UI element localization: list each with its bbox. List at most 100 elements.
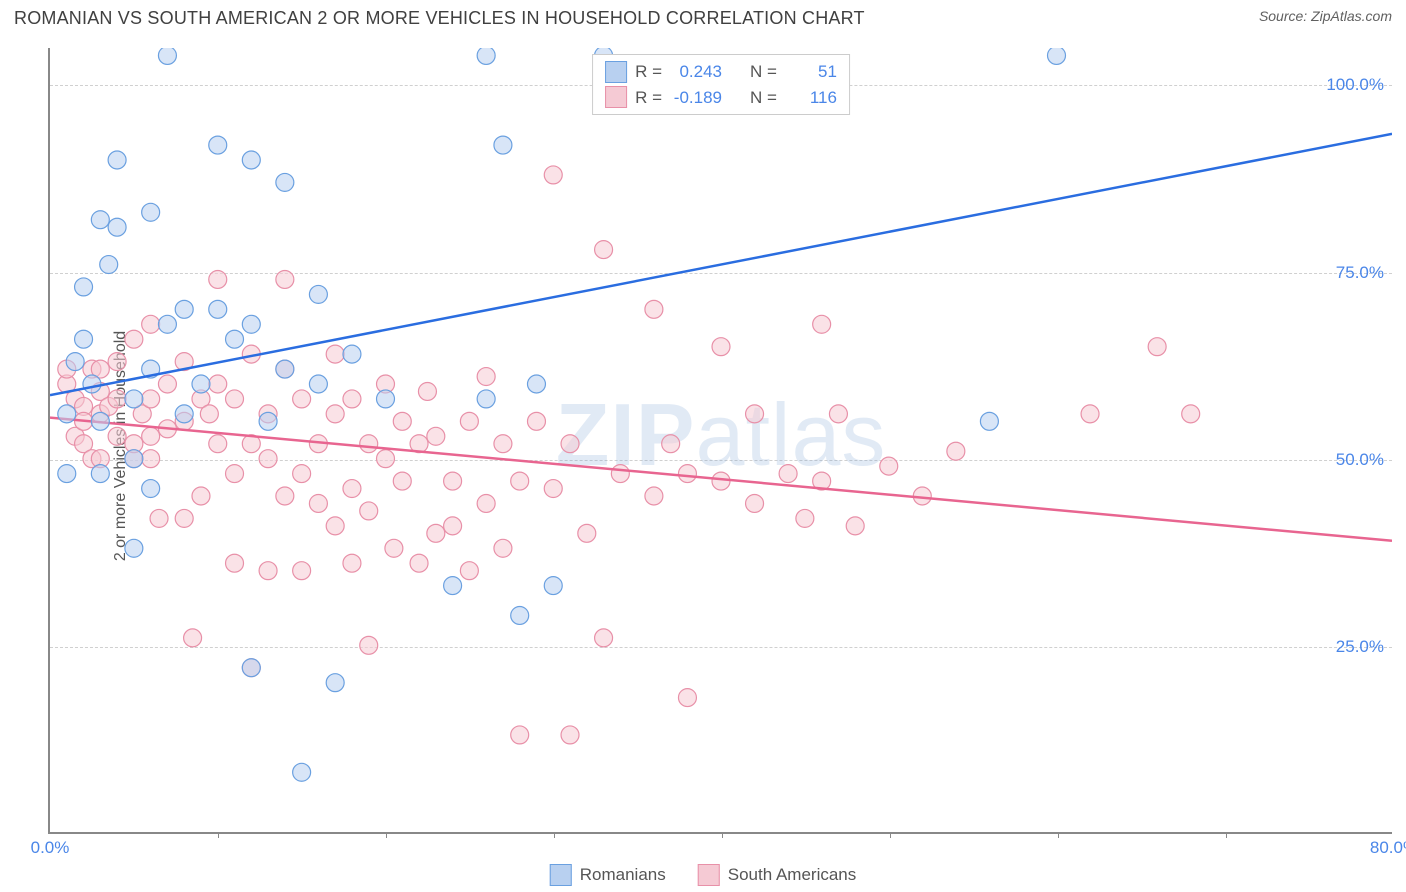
data-point-south-americans <box>125 330 143 348</box>
data-point-south-americans <box>494 435 512 453</box>
data-point-romanians <box>477 48 495 64</box>
data-point-romanians <box>75 330 93 348</box>
data-point-south-americans <box>200 405 218 423</box>
xtick-mark <box>218 832 219 838</box>
data-point-romanians <box>511 606 529 624</box>
data-point-south-americans <box>175 509 193 527</box>
data-point-south-americans <box>108 353 126 371</box>
data-point-romanians <box>309 375 327 393</box>
data-point-south-americans <box>829 405 847 423</box>
source-link[interactable]: ZipAtlas.com <box>1311 8 1392 24</box>
data-point-romanians <box>108 151 126 169</box>
data-point-south-americans <box>142 390 160 408</box>
data-point-romanians <box>343 345 361 363</box>
data-point-romanians <box>326 674 344 692</box>
data-point-romanians <box>259 412 277 430</box>
xtick-mark <box>1058 832 1059 838</box>
data-point-south-americans <box>595 629 613 647</box>
n-value-romanians: 51 <box>785 59 837 85</box>
data-point-south-americans <box>460 412 478 430</box>
data-point-south-americans <box>1081 405 1099 423</box>
data-point-south-americans <box>343 554 361 572</box>
data-point-south-americans <box>360 636 378 654</box>
chart-title: ROMANIAN VS SOUTH AMERICAN 2 OR MORE VEH… <box>14 8 865 29</box>
xtick-mark <box>890 832 891 838</box>
data-point-south-americans <box>662 435 680 453</box>
legend-item-romanians: Romanians <box>550 864 666 886</box>
data-point-south-americans <box>326 345 344 363</box>
data-point-romanians <box>377 390 395 408</box>
data-point-south-americans <box>494 539 512 557</box>
xtick-mark <box>554 832 555 838</box>
data-point-south-americans <box>293 562 311 580</box>
data-point-romanians <box>142 480 160 498</box>
n-label: N = <box>750 85 777 111</box>
data-point-romanians <box>91 412 109 430</box>
data-point-south-americans <box>511 726 529 744</box>
data-point-romanians <box>125 390 143 408</box>
data-point-south-americans <box>150 509 168 527</box>
data-point-south-americans <box>460 562 478 580</box>
data-point-south-americans <box>209 375 227 393</box>
regression-line-south-americans <box>50 418 1392 541</box>
data-point-south-americans <box>309 494 327 512</box>
data-point-romanians <box>980 412 998 430</box>
data-point-romanians <box>192 375 210 393</box>
data-point-south-americans <box>343 390 361 408</box>
data-point-south-americans <box>108 390 126 408</box>
data-point-romanians <box>242 659 260 677</box>
legend-label-south-americans: South Americans <box>728 865 857 885</box>
data-point-south-americans <box>645 487 663 505</box>
data-point-south-americans <box>360 435 378 453</box>
data-point-south-americans <box>444 472 462 490</box>
data-point-south-americans <box>184 629 202 647</box>
xtick-mark <box>1226 832 1227 838</box>
xtick-mark <box>386 832 387 838</box>
data-point-south-americans <box>796 509 814 527</box>
data-point-south-americans <box>712 472 730 490</box>
data-point-romanians <box>544 577 562 595</box>
data-point-romanians <box>444 577 462 595</box>
data-point-romanians <box>83 375 101 393</box>
xtick-label: 0.0% <box>31 838 70 858</box>
data-point-romanians <box>108 218 126 236</box>
data-point-south-americans <box>418 382 436 400</box>
data-point-south-americans <box>158 375 176 393</box>
data-point-romanians <box>66 353 84 371</box>
data-point-south-americans <box>645 300 663 318</box>
data-point-romanians <box>125 539 143 557</box>
data-point-south-americans <box>561 726 579 744</box>
header: ROMANIAN VS SOUTH AMERICAN 2 OR MORE VEH… <box>0 0 1406 40</box>
data-point-south-americans <box>712 338 730 356</box>
data-point-romanians <box>91 465 109 483</box>
data-point-south-americans <box>427 427 445 445</box>
data-point-south-americans <box>142 450 160 468</box>
data-point-south-americans <box>259 562 277 580</box>
data-point-south-americans <box>511 472 529 490</box>
data-point-south-americans <box>108 427 126 445</box>
data-point-romanians <box>242 315 260 333</box>
r-value-south-americans: -0.189 <box>670 85 722 111</box>
correlation-legend: R = 0.243 N = 51 R = -0.189 N = 116 <box>592 54 850 115</box>
data-point-south-americans <box>544 480 562 498</box>
data-point-romanians <box>1048 48 1066 64</box>
data-point-south-americans <box>410 554 428 572</box>
data-point-south-americans <box>385 539 403 557</box>
source-prefix: Source: <box>1259 8 1311 24</box>
swatch-romanians <box>550 864 572 886</box>
r-label: R = <box>635 85 662 111</box>
swatch-south-americans <box>605 86 627 108</box>
data-point-south-americans <box>192 487 210 505</box>
data-point-romanians <box>175 405 193 423</box>
data-point-romanians <box>209 136 227 154</box>
data-point-south-americans <box>209 435 227 453</box>
data-point-south-americans <box>746 405 764 423</box>
data-point-romanians <box>100 256 118 274</box>
data-point-south-americans <box>477 494 495 512</box>
data-point-south-americans <box>209 270 227 288</box>
data-point-south-americans <box>393 472 411 490</box>
data-point-south-americans <box>293 390 311 408</box>
data-point-south-americans <box>326 405 344 423</box>
data-point-south-americans <box>142 427 160 445</box>
data-point-romanians <box>175 300 193 318</box>
